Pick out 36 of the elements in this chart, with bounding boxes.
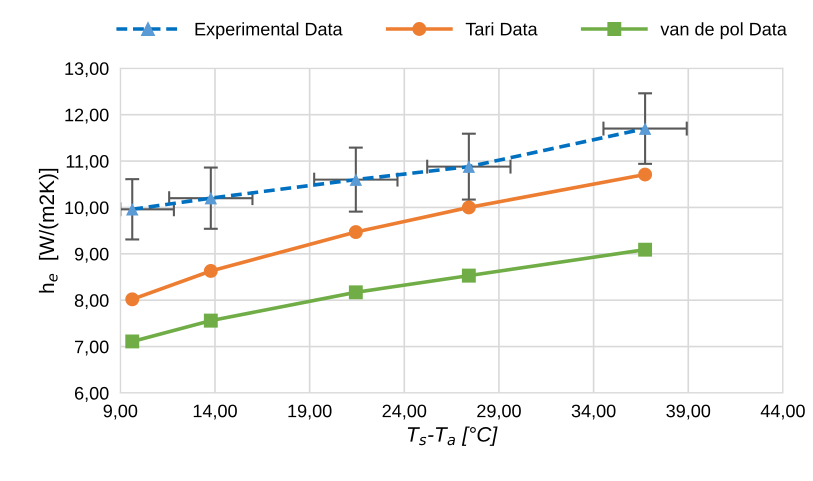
point bbox=[125, 292, 140, 306]
point bbox=[126, 203, 138, 216]
point bbox=[348, 285, 363, 300]
x-tick-label: 34,00 bbox=[572, 404, 616, 420]
y-tick-label: 12,00 bbox=[65, 108, 109, 124]
legend-label: van de pol Data bbox=[660, 22, 787, 40]
y-axis-title: h$_{e}$ [W/(m2K)] bbox=[38, 168, 58, 293]
point bbox=[350, 173, 362, 186]
x-tick-label: 9,00 bbox=[104, 404, 138, 420]
point bbox=[462, 160, 476, 173]
point bbox=[204, 264, 218, 278]
x-axis-title: T$_{s}$-T$_{a}$ [°C] bbox=[408, 426, 498, 446]
x-tick-label: 19,00 bbox=[288, 404, 332, 420]
y-tick-label: 7,00 bbox=[75, 340, 109, 356]
legend-label: Experimental Data bbox=[196, 22, 343, 40]
point bbox=[348, 225, 363, 239]
point bbox=[125, 334, 140, 348]
point bbox=[462, 200, 476, 214]
x-tick-label: 14,00 bbox=[194, 404, 237, 420]
y-tick-label: 10,00 bbox=[65, 201, 109, 216]
y-tick-label: 9,00 bbox=[74, 248, 109, 263]
point bbox=[462, 268, 476, 283]
y-tick-label: 8,00 bbox=[74, 294, 109, 310]
point bbox=[638, 122, 652, 135]
point bbox=[638, 168, 652, 182]
legend-label: Tari Data bbox=[466, 22, 538, 36]
x-tick-label: 44,00 bbox=[760, 404, 805, 420]
y-tick-label: 11,00 bbox=[66, 155, 109, 170]
point bbox=[638, 242, 652, 257]
y-tick-label: 13,00 bbox=[65, 62, 109, 78]
point bbox=[204, 192, 218, 204]
x-tick-label: 39,00 bbox=[666, 404, 710, 420]
point bbox=[204, 314, 218, 328]
x-tick-label: 24,00 bbox=[382, 404, 426, 420]
x-tick-label: 29,00 bbox=[477, 404, 521, 420]
y-tick-label: 6,00 bbox=[74, 386, 109, 402]
